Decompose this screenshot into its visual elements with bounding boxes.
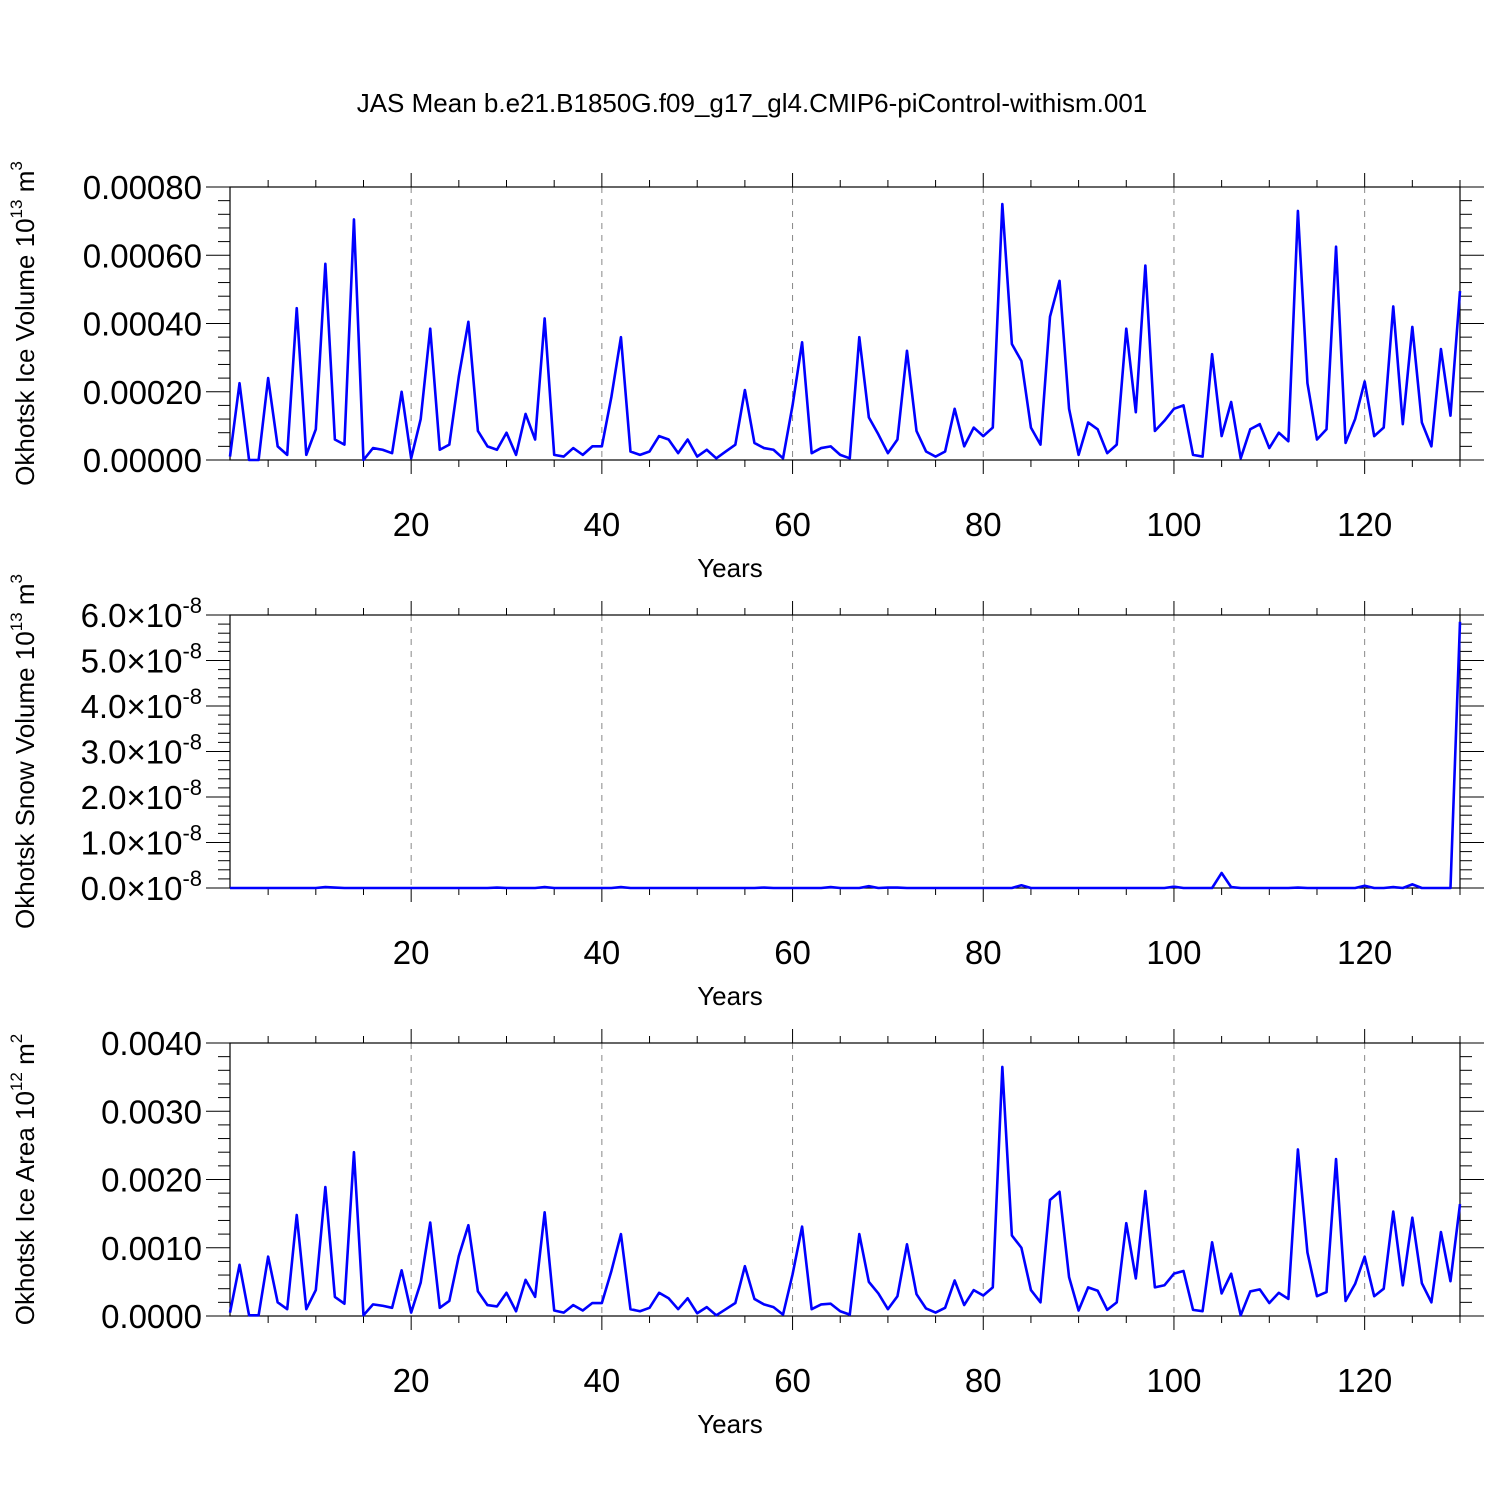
y-tick-label: 0.0020 [101, 1162, 202, 1199]
y-tick-label: 0.00020 [83, 374, 202, 411]
x-tick-label: 20 [393, 1362, 430, 1399]
y-tick-label-exponent: -8 [182, 866, 202, 891]
chart-panel-2: 20 40 60 80 100 1200.0×10-81.0×10-82.0×10-83.… [7, 574, 1484, 1011]
x-tick-label: 60 [774, 506, 811, 543]
figure-title: JAS Mean b.e21.B1850G.f09_g17_gl4.CMIP6-… [357, 88, 1148, 118]
y-tick-label: 0.00060 [83, 237, 202, 274]
y-tick-label-mantissa: 0.00060 [83, 237, 202, 274]
y-tick-label: 0.0×10-8 [81, 866, 202, 907]
y-axis-label-exponent: 13 [7, 200, 26, 219]
y-tick-label: 0.00080 [83, 169, 202, 206]
x-tick-label: 20 [393, 506, 430, 543]
chart-panel-3: 20 40 60 80 100 120 0.0000 0.0010 0.0020 0.0030 0.… [7, 1025, 1484, 1439]
y-tick-label-exponent: -8 [182, 775, 202, 800]
y-tick-label-mantissa: 0.0020 [101, 1162, 202, 1199]
y-tick-label: 0.0030 [101, 1093, 202, 1130]
y-tick-label-exponent: -8 [182, 730, 202, 755]
series-line [230, 621, 1462, 890]
x-tick-label: 80 [965, 934, 1002, 971]
x-tick-label: 40 [584, 506, 621, 543]
x-axis-label: Years [697, 981, 763, 1011]
y-tick-label: 2.0×10-8 [81, 775, 202, 816]
x-tick-label: 40 [584, 1362, 621, 1399]
y-axis-label-unit-exponent: 3 [7, 161, 26, 170]
y-axis-label: Okhotsk Ice Area 1012 m2 [7, 1034, 40, 1325]
y-axis-label-unit-exponent: 3 [7, 574, 26, 583]
y-tick-label-mantissa: 1.0×10 [81, 825, 183, 862]
y-tick-label: 0.0000 [101, 1298, 202, 1335]
y-tick-label-mantissa: 0.0010 [101, 1230, 202, 1267]
x-tick-label: 120 [1337, 1362, 1392, 1399]
y-axis-label-exponent: 12 [7, 1072, 26, 1091]
y-tick-label: 0.00000 [83, 442, 202, 479]
y-tick-label-mantissa: 4.0×10 [81, 688, 183, 725]
y-tick-label: 1.0×10-8 [81, 821, 202, 862]
x-tick-label: 100 [1146, 1362, 1201, 1399]
series-line [228, 1065, 1462, 1317]
x-tick-label: 100 [1146, 934, 1201, 971]
y-tick-label-exponent: -8 [182, 684, 202, 709]
y-tick-label: 5.0×10-8 [81, 639, 202, 680]
y-axis-label-exponent: 13 [7, 612, 26, 631]
x-axis-label: Years [697, 553, 763, 583]
y-tick-label: 4.0×10-8 [81, 684, 202, 725]
y-axis-label-unit: m [10, 583, 40, 612]
y-axis-label-text: Okhotsk Ice Area 10 [10, 1091, 40, 1325]
y-axis-label: Okhotsk Ice Volume 1013 m3 [7, 161, 40, 486]
y-axis-label-text: Okhotsk Ice Volume 10 [10, 218, 40, 485]
plot-frame [229, 186, 1461, 461]
x-tick-label: 20 [393, 934, 430, 971]
y-axis-label-unit: m [10, 1043, 40, 1072]
y-tick-label-exponent: -8 [182, 821, 202, 846]
y-tick-label: 0.00040 [83, 306, 202, 343]
y-tick-label: 6.0×10-8 [81, 593, 202, 634]
y-tick-label-mantissa: 0.0040 [101, 1025, 202, 1062]
y-tick-label-exponent: -8 [182, 593, 202, 618]
y-tick-label-exponent: -8 [182, 639, 202, 664]
x-tick-label: 120 [1337, 934, 1392, 971]
y-tick-label-mantissa: 0.00080 [83, 169, 202, 206]
y-axis-label: Okhotsk Snow Volume 1013 m3 [7, 574, 40, 929]
x-tick-label: 80 [965, 506, 1002, 543]
y-tick-label-mantissa: 0.00040 [83, 306, 202, 343]
y-tick-label-mantissa: 5.0×10 [81, 643, 183, 680]
plot-frame [229, 614, 1461, 889]
x-axis-label: Years [697, 1409, 763, 1439]
chart-panel-1: 20 40 60 80 100 120 0.00000 0.00020 0.00040 0.000… [7, 161, 1484, 583]
y-tick-label-mantissa: 0.0030 [101, 1093, 202, 1130]
y-axis-label-unit-exponent: 2 [7, 1034, 26, 1043]
y-tick-label-mantissa: 0.0000 [101, 1298, 202, 1335]
y-axis-label-text: Okhotsk Snow Volume 10 [10, 631, 40, 929]
y-tick-label-mantissa: 0.00020 [83, 374, 202, 411]
y-tick-label-mantissa: 3.0×10 [81, 734, 183, 771]
x-tick-label: 60 [774, 1362, 811, 1399]
plot-frame [229, 1042, 1461, 1317]
x-tick-label: 60 [774, 934, 811, 971]
y-tick-label-mantissa: 0.00000 [83, 442, 202, 479]
series-line [228, 202, 1462, 462]
y-tick-label-mantissa: 0.0×10 [81, 870, 183, 907]
y-tick-label: 0.0010 [101, 1230, 202, 1267]
x-tick-label: 120 [1337, 506, 1392, 543]
y-tick-label: 0.0040 [101, 1025, 202, 1062]
y-tick-label-mantissa: 2.0×10 [81, 779, 183, 816]
x-tick-label: 80 [965, 1362, 1002, 1399]
x-tick-label: 40 [584, 934, 621, 971]
x-tick-label: 100 [1146, 506, 1201, 543]
y-tick-label-mantissa: 6.0×10 [81, 597, 183, 634]
y-axis-label-unit: m [10, 171, 40, 200]
y-tick-label: 3.0×10-8 [81, 730, 202, 771]
